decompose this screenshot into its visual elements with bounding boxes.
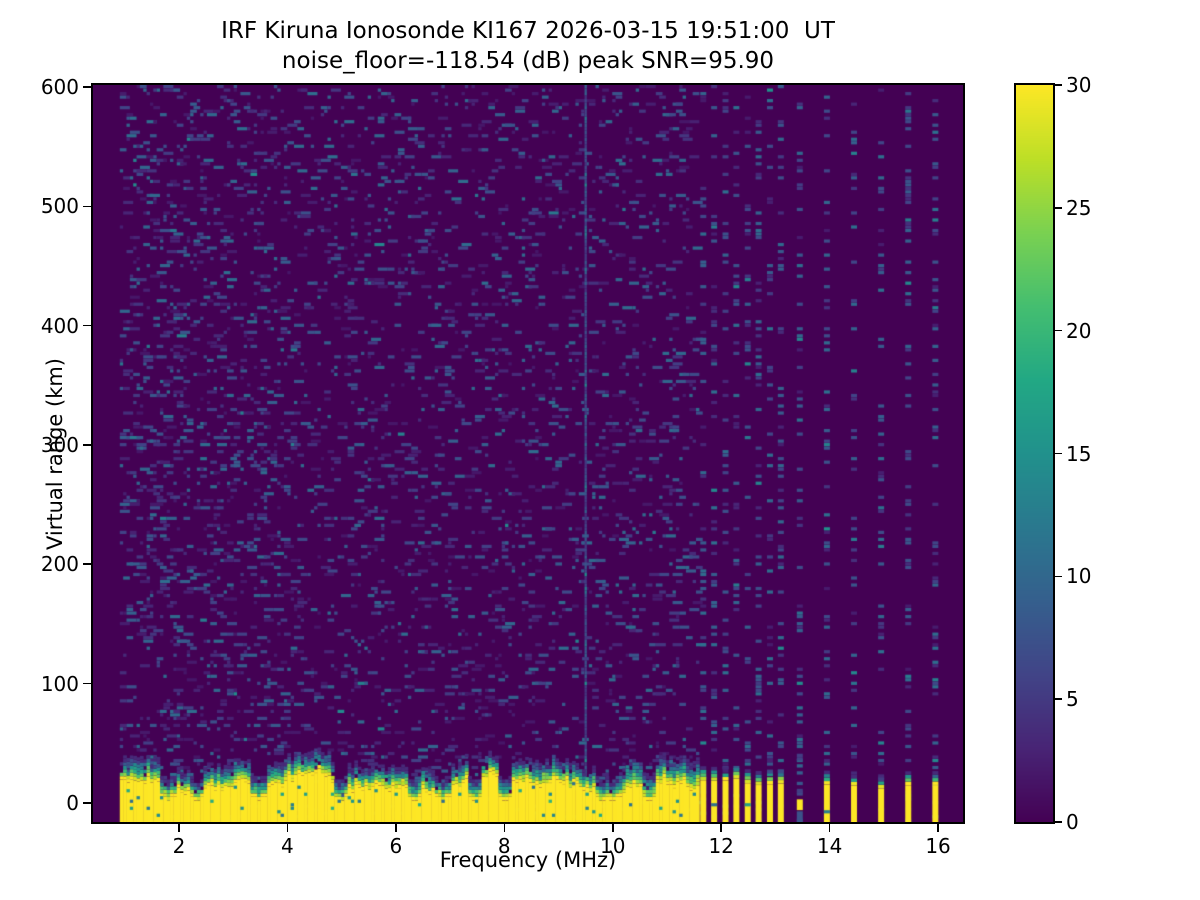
x-tick-label: 12 [708,834,734,858]
y-tick-label: 300 [40,432,79,457]
x-tick-mark [503,824,506,832]
y-tick-mark [83,205,91,208]
colorbar-tick-label: 10 [1066,564,1092,589]
ionogram-heatmap [93,85,963,822]
colorbar-tick-label: 25 [1066,195,1092,220]
x-tick-label: 2 [172,834,186,858]
x-tick-label: 6 [389,834,403,858]
colorbar-tick-mark [1055,698,1062,700]
colorbar-tick-label: 0 [1066,810,1079,834]
x-tick-label: 16 [925,834,951,858]
y-tick-label: 200 [40,552,79,577]
y-tick-label: 500 [40,194,79,219]
colorbar-gradient [1016,85,1053,822]
colorbar-tick-mark [1055,575,1062,578]
colorbar-tick-label: 20 [1066,318,1092,343]
y-tick-label: 100 [40,671,79,696]
x-tick-mark [178,824,180,832]
x-tick-label: 14 [816,834,843,858]
y-tick-mark [83,324,91,327]
chart-title: IRF Kiruna Ionosonde KI167 2026-03-15 19… [221,18,835,44]
y-tick-label: 0 [66,790,79,815]
x-tick-mark [395,824,397,832]
x-tick-mark [611,824,614,832]
x-tick-label: 4 [281,834,294,858]
y-tick-mark [83,802,91,804]
colorbar-tick-mark [1055,84,1062,86]
y-tick-mark [83,86,91,88]
colorbar-tick-mark [1055,452,1062,455]
x-tick-mark [286,824,289,832]
colorbar-tick-mark [1055,329,1062,332]
colorbar-tick-label: 5 [1066,687,1079,712]
colorbar-tick-mark [1055,821,1062,823]
y-tick-label: 400 [40,313,79,338]
colorbar-tick-mark [1055,207,1062,209]
x-tick-mark [937,824,939,832]
x-tick-label: 8 [497,834,511,858]
chart-subtitle: noise_floor=-118.54 (dB) peak SNR=95.90 [281,48,775,74]
x-axis-label: Frequency (MHz) [439,848,617,872]
x-tick-mark [828,824,831,832]
x-tick-mark [720,824,722,832]
y-tick-mark [83,682,91,685]
y-tick-label: 600 [40,75,79,100]
y-tick-mark [83,444,91,446]
colorbar-tick-label: 15 [1066,441,1092,466]
colorbar-tick-label: 30 [1066,73,1092,97]
y-tick-mark [83,563,91,566]
x-tick-label: 10 [600,834,626,858]
